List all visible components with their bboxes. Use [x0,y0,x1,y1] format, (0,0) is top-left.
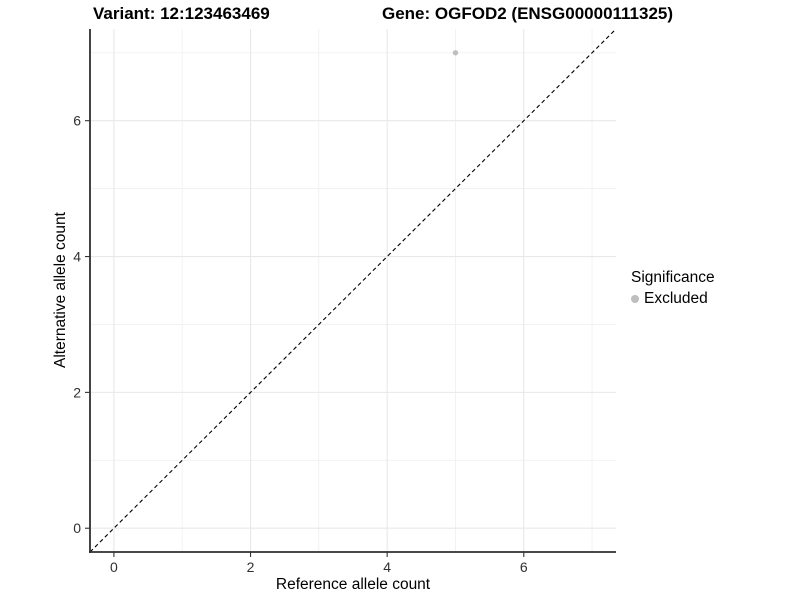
axis-tick-marks [85,120,525,557]
legend-point-icon [631,295,639,303]
legend-title: Significance [631,269,715,286]
y-tick-label: 6 [73,113,81,129]
y-tick-label: 0 [73,520,81,536]
legend-item-excluded: Excluded [631,290,715,308]
y-tick-label: 2 [73,384,81,400]
plot-title-variant: Variant: 12:123463469 [93,4,270,23]
identity-line [89,28,617,553]
x-tick-label: 6 [520,559,528,575]
legend-item-label: Excluded [644,290,708,307]
x-axis-title: Reference allele count [275,576,431,593]
x-tick-label: 0 [110,559,118,575]
y-axis-title: Alternative allele count [52,212,69,368]
x-tick-label: 2 [247,559,255,575]
minor-gridlines [90,29,616,552]
legend: Significance Excluded [631,269,715,308]
x-tick-label: 4 [383,559,391,575]
data-point [452,50,459,56]
y-tick-label: 4 [73,249,81,265]
plot-title-gene: Gene: OGFOD2 (ENSG00000111325) [382,4,674,23]
major-gridlines [90,29,616,552]
